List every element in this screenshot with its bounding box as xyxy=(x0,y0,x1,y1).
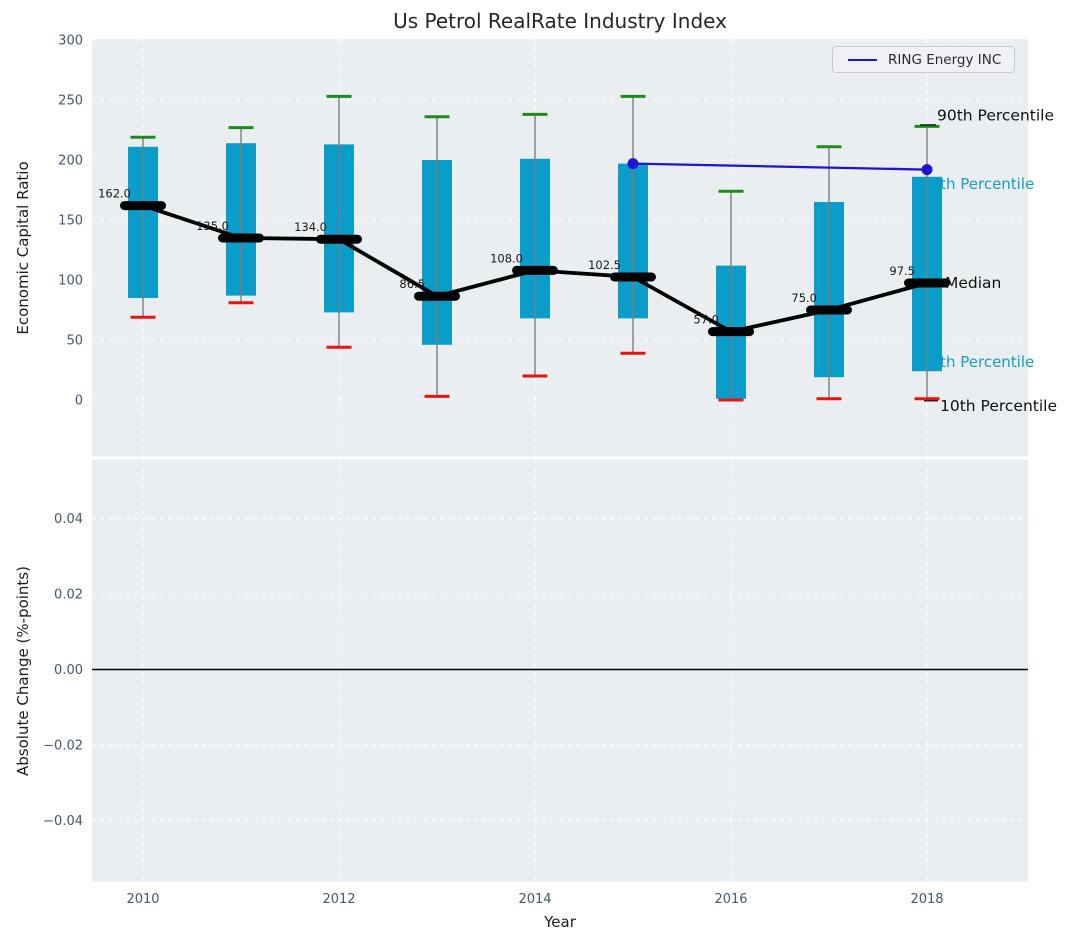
x-tick-label: 2010 xyxy=(126,892,159,907)
y-tick-label-top: 0 xyxy=(75,394,83,409)
y-tick-label-bottom: 0.02 xyxy=(54,588,83,603)
median-marker xyxy=(414,291,460,301)
x-tick-label: 2014 xyxy=(518,892,551,907)
median-marker xyxy=(120,201,166,211)
median-value-label: 102.5 xyxy=(588,258,621,272)
p25-percentile-label: 25th Percentile xyxy=(921,353,1034,371)
y-tick-label-top: 100 xyxy=(58,274,83,289)
median-marker xyxy=(708,327,754,337)
chart-title: Us Petrol RealRate Industry Index xyxy=(393,9,727,33)
x-axis-label: Year xyxy=(544,913,576,931)
bottom-axes-background xyxy=(92,459,1028,882)
median-marker xyxy=(806,305,852,315)
y-tick-label-top: 200 xyxy=(58,154,83,169)
y-tick-label-bottom: 0.00 xyxy=(54,663,83,678)
y-tick-label-top: 150 xyxy=(58,214,83,229)
median-marker xyxy=(512,265,558,275)
y-tick-label-bottom: −0.02 xyxy=(43,738,83,753)
median-value-label: 108.0 xyxy=(490,251,523,265)
y-tick-label-top: 50 xyxy=(66,334,83,349)
median-value-label: 135.0 xyxy=(196,219,229,233)
p75-percentile-label: 75th Percentile xyxy=(921,175,1034,193)
median-marker xyxy=(218,233,264,243)
median-value-label: 86.5 xyxy=(399,277,425,291)
median-value-label: 162.0 xyxy=(98,187,131,201)
median-marker xyxy=(904,278,950,288)
y-tick-label-bottom: 0.04 xyxy=(54,512,83,527)
company-series-line xyxy=(632,162,928,171)
median-value-label: 75.0 xyxy=(791,291,817,305)
median-marker xyxy=(610,272,656,282)
median-value-label: 134.0 xyxy=(294,220,327,234)
company-series-marker xyxy=(921,164,933,176)
legend-label: RING Energy INC xyxy=(888,51,1002,68)
median-annotation-label: Median xyxy=(945,274,1001,292)
y-axis-label-top: Economic Capital Ratio xyxy=(14,161,32,335)
x-tick-label: 2012 xyxy=(322,892,355,907)
legend: RING Energy INC xyxy=(832,46,1016,73)
p10-percentile-label: 10th Percentile xyxy=(940,397,1057,415)
y-tick-label-bottom: −0.04 xyxy=(43,814,83,829)
x-tick-label: 2018 xyxy=(910,892,943,907)
y-tick-label-top: 300 xyxy=(58,34,83,49)
legend-line-sample-icon xyxy=(848,58,877,61)
y-tick-label-top: 250 xyxy=(58,94,83,109)
median-value-label: 57.0 xyxy=(693,313,719,327)
median-marker xyxy=(316,234,362,244)
company-series-marker xyxy=(627,158,639,170)
p90-percentile-label: 90th Percentile xyxy=(937,106,1054,124)
y-axis-label-bottom: Absolute Change (%-points) xyxy=(14,566,32,776)
median-value-label: 97.5 xyxy=(889,264,915,278)
x-tick-label: 2016 xyxy=(714,892,747,907)
